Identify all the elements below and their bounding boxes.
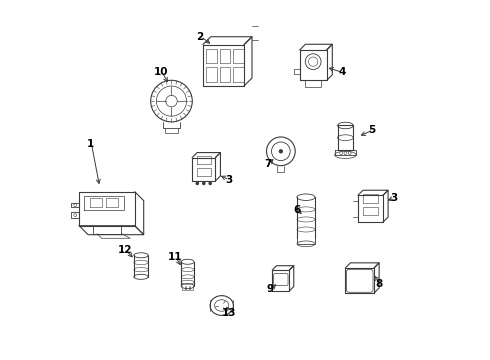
Text: 12: 12: [118, 245, 132, 255]
Text: 11: 11: [168, 252, 182, 262]
Text: 3: 3: [390, 193, 397, 203]
Text: 6: 6: [294, 206, 301, 216]
Circle shape: [208, 181, 212, 185]
Circle shape: [279, 149, 283, 153]
Text: 8: 8: [376, 279, 383, 289]
Text: 1: 1: [87, 139, 95, 149]
Text: 13: 13: [221, 308, 236, 318]
Text: 7: 7: [265, 159, 272, 169]
Text: 9: 9: [267, 284, 274, 294]
Text: 5: 5: [368, 125, 376, 135]
Text: 2: 2: [196, 32, 204, 41]
Text: 10: 10: [154, 67, 169, 77]
Circle shape: [196, 181, 199, 185]
Circle shape: [202, 181, 205, 185]
Text: 3: 3: [225, 175, 232, 185]
Text: 4: 4: [338, 67, 345, 77]
